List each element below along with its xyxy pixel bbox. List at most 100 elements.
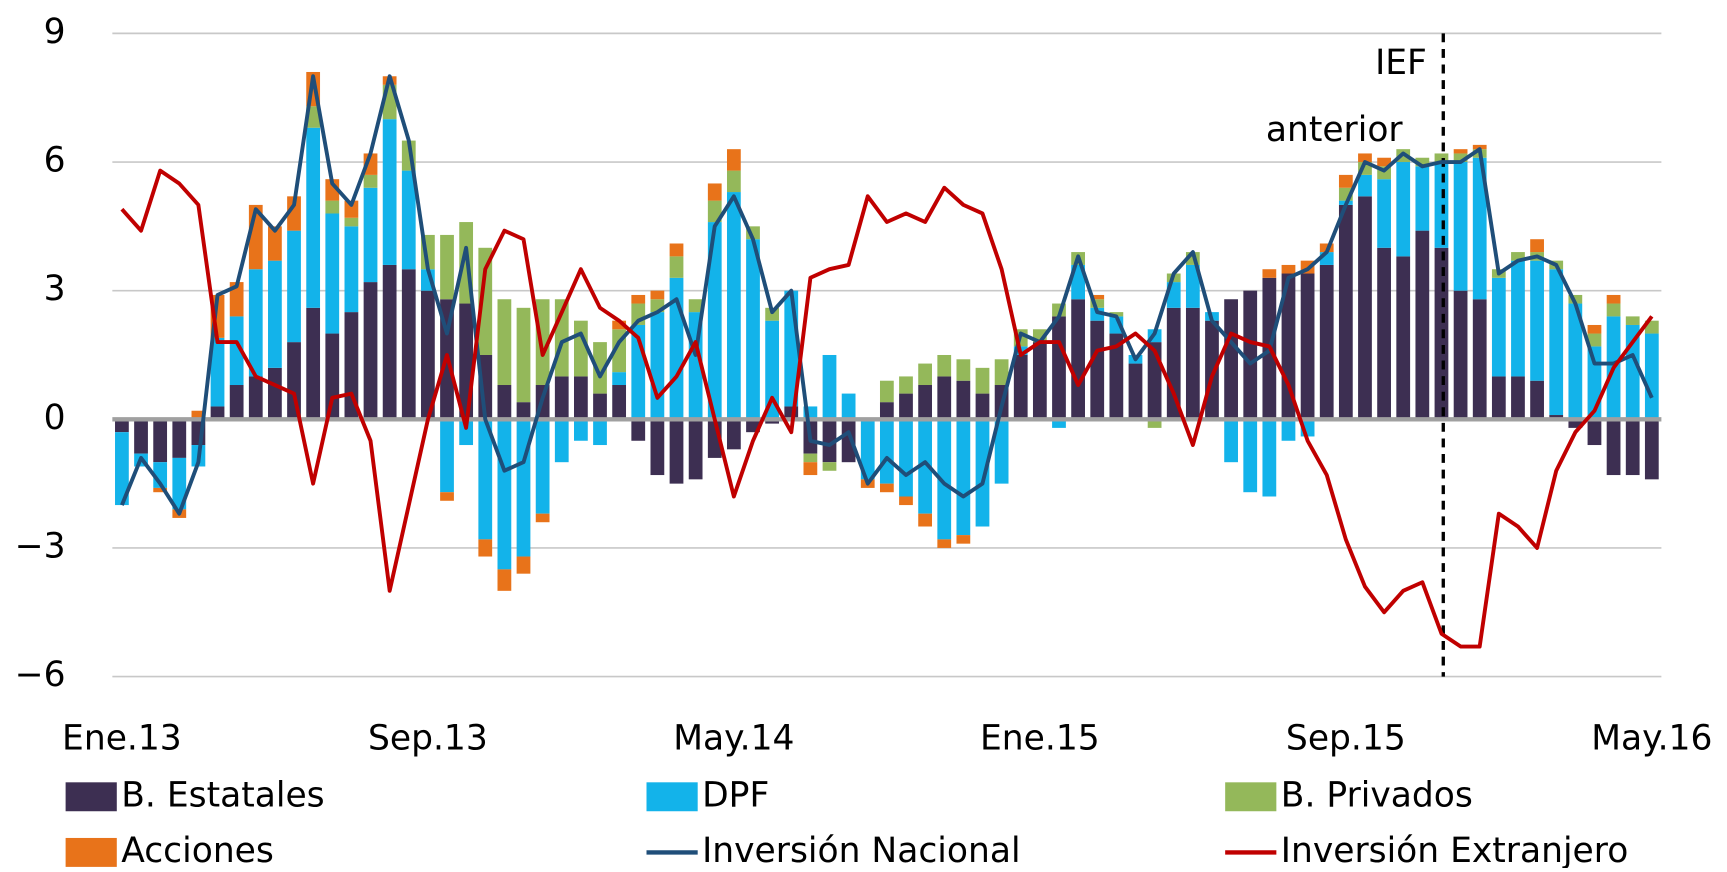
- bar: [1453, 149, 1468, 154]
- bar: [210, 406, 225, 420]
- bar: [287, 196, 301, 231]
- x-tick-label: May.16: [1591, 719, 1712, 759]
- bar: [1243, 290, 1258, 420]
- bar: [650, 419, 665, 476]
- bar: [1472, 144, 1487, 150]
- bar: [937, 419, 952, 540]
- y-tick-label: 0: [44, 398, 66, 438]
- bar: [172, 457, 187, 510]
- bar: [1147, 419, 1162, 428]
- legend-label: B. Estatales: [121, 775, 324, 815]
- lines: [120, 74, 1654, 649]
- bar: [937, 354, 952, 377]
- bar: [975, 419, 990, 527]
- bar: [726, 170, 741, 193]
- bar: [382, 119, 397, 265]
- bar: [1606, 303, 1621, 317]
- bar: [860, 419, 875, 480]
- y-tick-label: 3: [44, 269, 66, 309]
- bar: [229, 385, 244, 420]
- bar: [899, 419, 913, 497]
- bar: [268, 260, 282, 368]
- bar: [1319, 264, 1334, 420]
- bar: [1358, 196, 1372, 420]
- bar: [822, 419, 837, 463]
- bar: [554, 376, 569, 420]
- bar: [306, 127, 321, 308]
- bar: [1587, 324, 1602, 334]
- legend-label: DPF: [702, 775, 769, 815]
- bar: [516, 402, 531, 420]
- line-series: [120, 74, 1654, 516]
- bar: [1511, 260, 1525, 377]
- bar: [344, 226, 359, 313]
- bar: [1090, 320, 1105, 420]
- x-tick-label: Sep.15: [1286, 719, 1406, 759]
- bar: [726, 192, 741, 420]
- bar: [650, 290, 665, 300]
- bar: [401, 269, 416, 420]
- bar: [1568, 303, 1583, 420]
- y-tick-label: 6: [44, 141, 66, 181]
- bar: [1453, 162, 1468, 291]
- bar: [287, 230, 301, 343]
- bar: [344, 217, 359, 227]
- bar: [1224, 299, 1238, 420]
- x-tick-label: Ene.13: [62, 719, 182, 759]
- bar: [593, 393, 607, 420]
- bar: [879, 419, 894, 484]
- bar: [497, 569, 512, 591]
- bar: [363, 187, 378, 283]
- bar: [134, 419, 148, 454]
- bar: [631, 294, 646, 304]
- bar: [726, 419, 741, 450]
- bar: [1338, 204, 1353, 420]
- legend-swatch: [1225, 782, 1277, 812]
- bar: [879, 402, 894, 420]
- x-tick-label: Ene.15: [980, 719, 1100, 759]
- bar: [535, 419, 550, 514]
- bar: [325, 213, 340, 334]
- bar: [1071, 299, 1085, 420]
- bar: [631, 419, 646, 441]
- bar: [516, 307, 531, 403]
- legend: B. Estatales DPF B. Privados Acciones Invers…: [65, 775, 1628, 871]
- bar: [478, 247, 493, 355]
- bar: [1090, 294, 1105, 300]
- bar: [363, 174, 378, 188]
- bar: [1587, 333, 1602, 347]
- bar: [1185, 264, 1200, 308]
- bar: [1606, 419, 1621, 476]
- bar: [612, 385, 627, 420]
- bar: [1281, 419, 1296, 441]
- bar: [306, 307, 321, 420]
- bar: [1166, 307, 1181, 420]
- bar: [1185, 307, 1200, 420]
- bar: [1377, 157, 1391, 167]
- bar: [593, 419, 607, 446]
- bar: [1377, 179, 1391, 248]
- bar: [1358, 153, 1372, 163]
- y-tick-label: 9: [44, 12, 66, 52]
- bar: [994, 419, 1009, 484]
- bar: [1109, 312, 1124, 317]
- bar: [363, 282, 378, 420]
- bar: [344, 200, 359, 218]
- bar: [1434, 247, 1449, 420]
- bar: [115, 432, 129, 506]
- bar: [172, 419, 187, 458]
- bar: [1013, 354, 1028, 420]
- bar: [421, 290, 435, 420]
- bar: [707, 222, 722, 420]
- bar: [994, 359, 1009, 386]
- bar: [1415, 230, 1430, 420]
- bar: [1032, 342, 1047, 420]
- bar: [669, 419, 684, 484]
- legend-label: B. Privados: [1281, 775, 1473, 815]
- bar: [899, 393, 913, 420]
- bar: [822, 462, 837, 471]
- bar: [1511, 252, 1525, 261]
- bar: [879, 380, 894, 403]
- bar: [1606, 294, 1621, 304]
- x-tick-label: Sep.13: [368, 719, 488, 759]
